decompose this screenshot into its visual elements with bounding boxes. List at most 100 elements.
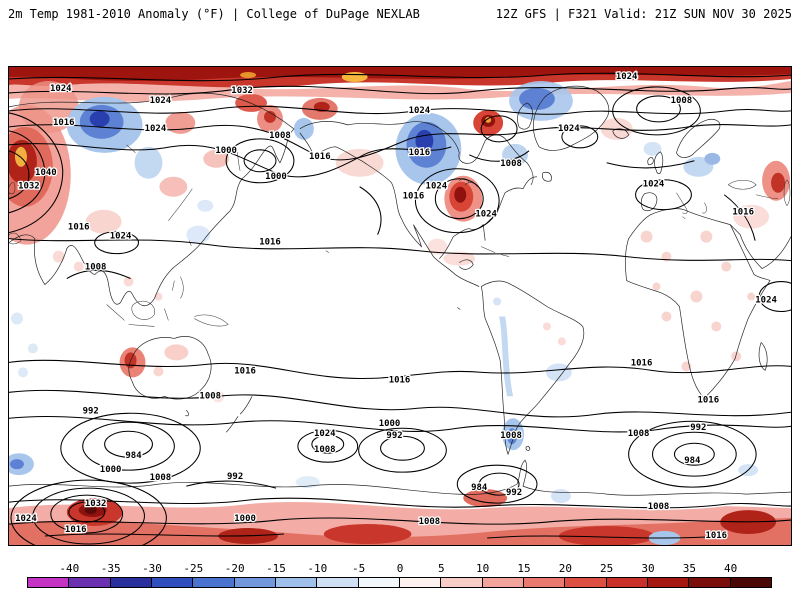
contour-label: 992 — [690, 423, 706, 433]
contour-label: 992 — [227, 472, 243, 482]
contour-label: 1016 — [259, 238, 281, 248]
colorbar-segment — [646, 577, 690, 588]
colorbar-segment — [316, 577, 359, 588]
colorbar-segment — [564, 577, 607, 588]
world-weather-map: 1024102410321024102410081016102410081000… — [9, 67, 791, 545]
contour-label: 1008 — [269, 131, 291, 141]
colorbar-tick: 0 — [396, 562, 404, 575]
colorbar-tick: 10 — [476, 562, 490, 575]
colorbar-tick: -5 — [352, 562, 366, 575]
contour-label: 1024 — [558, 124, 580, 134]
colorbar-segment — [440, 577, 483, 588]
colorbar-tick: 40 — [724, 562, 738, 575]
colorbar-segment — [398, 577, 442, 588]
colorbar-tick: 25 — [600, 562, 614, 575]
contour-label: 1024 — [314, 429, 336, 439]
contour-label: 1016 — [631, 358, 653, 368]
contour-label: 1032 — [85, 499, 107, 509]
colorbar-tick: 30 — [641, 562, 655, 575]
contour-label: 1016 — [234, 366, 256, 376]
contour-label: 1008 — [500, 159, 522, 169]
contour-label: 1000 — [100, 465, 122, 475]
contour-label: 1008 — [85, 263, 107, 273]
colorbar-tick: -15 — [266, 562, 286, 575]
contour-label: 1016 — [68, 223, 90, 233]
contour-label: 1040 — [35, 168, 57, 178]
colorbar-tick: 15 — [517, 562, 531, 575]
contour-label: 1024 — [50, 84, 72, 94]
colorbar-tick: -10 — [307, 562, 328, 575]
contour-label: 992 — [506, 488, 522, 498]
contour-label: 1000 — [234, 514, 256, 524]
colorbar-segment — [481, 577, 524, 588]
colorbar-tick: 35 — [682, 562, 696, 575]
contour-label: 1024 — [409, 106, 431, 116]
colorbar-segment — [274, 577, 318, 588]
colorbar-segment — [357, 577, 400, 588]
colorbar-tick: -35 — [100, 562, 121, 575]
contour-label: 1008 — [150, 473, 172, 483]
colorbar-tick: -40 — [59, 562, 80, 575]
contour-label: 1016 — [705, 531, 727, 541]
contour-label: 984 — [684, 456, 700, 466]
map-frame: 1024 1024 1032 1024 1024 1008 1016 1024 1008 1000… — [8, 66, 792, 546]
contour-label: 1000 — [215, 146, 237, 156]
contour-label: 1024 — [643, 180, 665, 190]
contour-label: 1024 — [755, 296, 777, 306]
contour-label: 1016 — [732, 208, 754, 218]
contour-label: 1000 — [265, 172, 287, 182]
contour-label: 1032 — [231, 86, 253, 96]
contour-label: 1008 — [314, 445, 336, 455]
contour-label: 984 — [125, 451, 141, 461]
colorbar-tick: -25 — [183, 562, 204, 575]
colorbar-tick-labels: -40 -35 -30 -25 -20 -15 -10 -5 0 5 10 15 20 25 30 35 40 — [28, 562, 772, 575]
contour-label: 1008 — [628, 429, 650, 439]
contour-label: 1016 — [698, 395, 720, 405]
contour-label: 1024 — [15, 514, 37, 524]
model-valid-info: 12Z GFS | F321 Valid: 21Z SUN NOV 30 202… — [495, 7, 792, 21]
contour-label: 1024 — [150, 96, 172, 106]
colorbar-tick: 5 — [438, 562, 445, 575]
contour-label: 1032 — [18, 182, 40, 192]
colorbar-segment — [233, 577, 276, 588]
colorbar-bar — [27, 577, 772, 588]
colorbar-segment — [68, 577, 111, 588]
contour-label: 1016 — [403, 192, 425, 202]
colorbar-segment — [109, 577, 152, 588]
colorbar-segment — [729, 577, 772, 588]
anomaly-shading — [9, 67, 791, 545]
contour-label: 1008 — [199, 391, 221, 401]
colorbar-segment — [192, 577, 235, 588]
contour-label: 1016 — [309, 152, 331, 162]
colorbar-tick: -20 — [224, 562, 245, 575]
contour-label: 1016 — [389, 375, 411, 385]
product-title: 2m Temp 1981-2010 Anomaly (°F) | College… — [8, 7, 420, 21]
colorbar-tick: -30 — [142, 562, 162, 575]
colorbar-segment — [605, 577, 648, 588]
contour-label: 1000 — [379, 419, 401, 429]
colorbar-tick: 20 — [558, 562, 572, 575]
colorbar-segment — [688, 577, 731, 588]
colorbar-segment — [150, 577, 194, 588]
contour-label: 1008 — [671, 96, 693, 106]
colorbar-segment — [522, 577, 566, 588]
contour-label: 992 — [83, 406, 99, 416]
contour-label: 1016 — [409, 148, 431, 158]
contour-label: 1016 — [53, 118, 75, 128]
contour-label: 1024 — [110, 232, 132, 242]
contour-label: 1024 — [145, 124, 167, 134]
contour-label: 992 — [386, 431, 402, 441]
pressure-contours — [9, 72, 791, 545]
contour-label: 1024 — [475, 210, 497, 220]
colorbar: -40 -35 -30 -25 -20 -15 -10 -5 0 5 10 15 20 25 30 35 40 — [27, 562, 772, 588]
contour-label: 1016 — [65, 525, 87, 535]
contour-labels: 1024102410321024102410081016102410081000… — [14, 71, 778, 543]
contour-label: 1008 — [419, 517, 441, 527]
contour-label: 984 — [471, 483, 487, 493]
contour-label: 1024 — [426, 182, 448, 192]
title-bar: 2m Temp 1981-2010 Anomaly (°F) | College… — [8, 7, 792, 21]
contour-label: 1024 — [616, 72, 638, 82]
contour-label: 1008 — [648, 502, 670, 512]
colorbar-segment — [27, 577, 70, 588]
contour-label: 1008 — [500, 431, 522, 441]
